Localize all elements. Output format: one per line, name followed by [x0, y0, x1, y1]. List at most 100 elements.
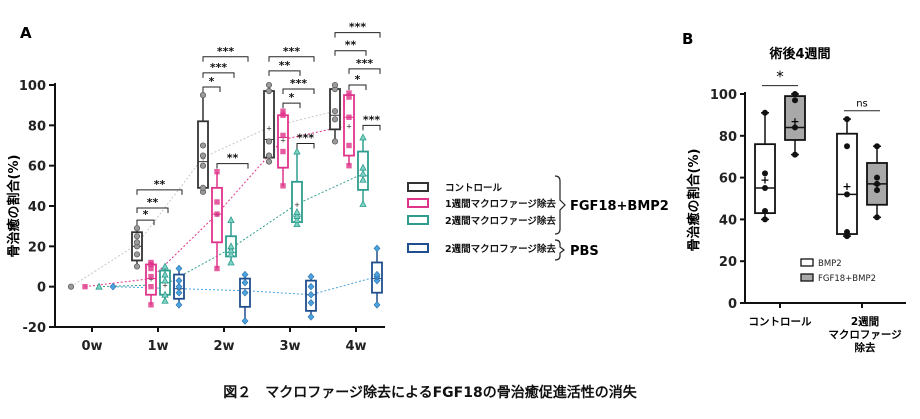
data-point — [265, 158, 273, 165]
y-tick-label: 60 — [719, 172, 737, 187]
x-tick-label: 3w — [279, 339, 300, 354]
box-3-week-0 — [109, 282, 117, 291]
data-point — [307, 282, 315, 291]
significance-bracket — [136, 219, 155, 226]
legend-swatch — [407, 243, 429, 253]
y-tick-label: 40 — [28, 200, 46, 215]
significance-label: ** — [279, 59, 291, 72]
data-point — [241, 288, 249, 297]
significance-bracket — [362, 124, 381, 131]
data-point — [227, 216, 235, 224]
mean-line — [70, 110, 336, 288]
box-0-week-2: + — [197, 92, 209, 195]
data-point — [175, 282, 183, 291]
data-point — [373, 276, 381, 285]
data-point — [214, 265, 220, 272]
data-point — [214, 211, 220, 217]
data-point — [307, 313, 315, 321]
significance-label: * — [209, 75, 215, 88]
significance-bracket — [136, 207, 169, 214]
box-1-week-1: + — [145, 259, 157, 308]
y-tick-label: 40 — [719, 213, 737, 228]
x-tick-label: 2w — [213, 339, 234, 354]
chart-b: 術後4週間 0 20 40 60 80 100 骨治癒の割合(%) コントロール 2週間マクロファ… — [686, 46, 906, 354]
significance-bracket — [268, 70, 301, 76]
legend-item: BMP2 — [818, 259, 842, 269]
data-point — [373, 301, 381, 309]
data-point — [265, 138, 273, 145]
mean-marker: + — [266, 124, 272, 132]
data-point — [265, 152, 273, 159]
box-b-0-1: + — [836, 116, 858, 240]
data-point — [241, 270, 249, 279]
y-tick-label: -20 — [23, 321, 47, 336]
significance-label: *** — [290, 77, 308, 90]
data-point — [762, 208, 768, 215]
legend-group: FGF18+BMP2 — [570, 199, 669, 214]
data-point — [133, 263, 141, 270]
data-point — [199, 142, 207, 149]
data-point — [331, 116, 339, 123]
x-tick-label: マクロファージ — [828, 329, 902, 341]
data-point — [307, 299, 315, 307]
data-point — [844, 143, 850, 150]
data-point — [359, 199, 367, 207]
figure-caption: 図２ マクロファージ除去によるFGF18の骨治癒促進活性の消失 — [223, 384, 637, 401]
data-point — [280, 183, 286, 189]
data-point — [280, 148, 286, 155]
data-point — [359, 133, 367, 141]
data-point — [792, 97, 798, 104]
data-point — [762, 216, 768, 223]
data-point — [199, 152, 207, 159]
data-point — [307, 272, 315, 281]
data-point — [844, 191, 850, 198]
data-point — [161, 290, 169, 298]
y-axis-label: 骨治癒の割合(%) — [6, 155, 22, 258]
data-point — [874, 180, 880, 187]
box-1-week-4: + — [343, 90, 355, 169]
significance-bracket — [348, 68, 381, 74]
box-1-week-2: + — [211, 169, 223, 272]
box-1-week-0 — [82, 283, 88, 290]
data-point — [148, 265, 154, 272]
data-point — [214, 199, 220, 205]
significance-label: *** — [210, 61, 228, 74]
data-point — [161, 270, 169, 278]
data-point — [227, 246, 235, 254]
data-point — [293, 216, 301, 224]
x-tick-label: 1w — [147, 339, 168, 354]
box-b-1-1: + — [866, 143, 888, 221]
significance-bracket — [282, 102, 301, 109]
legend-item: FGF18+BMP2 — [818, 274, 876, 284]
brace — [554, 175, 566, 235]
legend-swatch — [407, 182, 429, 192]
y-axis-label: 骨治癒の割合(%) — [686, 149, 702, 252]
data-point — [762, 170, 768, 177]
legend-swatch — [800, 258, 814, 267]
significance-bracket — [296, 142, 315, 149]
legend-group: PBS — [570, 244, 599, 259]
legend-item: 2週間マクロファージ除去 — [445, 243, 556, 255]
significance-label: ** — [345, 39, 357, 52]
box-b-0-0: + — [754, 109, 776, 223]
panel-b-label: B — [682, 30, 693, 48]
data-point — [346, 90, 352, 96]
data-point — [227, 258, 235, 266]
legend-item: 2週間マクロファージ除去 — [445, 215, 556, 227]
data-point — [307, 290, 315, 299]
box-b-1-0: + — [784, 91, 806, 158]
significance-label: * — [776, 68, 784, 86]
mean-marker: + — [760, 174, 769, 187]
data-point — [148, 273, 154, 280]
data-point — [844, 228, 850, 235]
y-tick-label: 100 — [19, 79, 46, 94]
data-point — [874, 187, 880, 194]
data-point — [95, 282, 103, 290]
data-point — [792, 124, 798, 131]
mean-marker: + — [790, 115, 799, 128]
box-2-week-2: + — [225, 216, 237, 266]
y-tick-label: 80 — [28, 119, 46, 134]
significance-label: ns — [856, 99, 868, 110]
